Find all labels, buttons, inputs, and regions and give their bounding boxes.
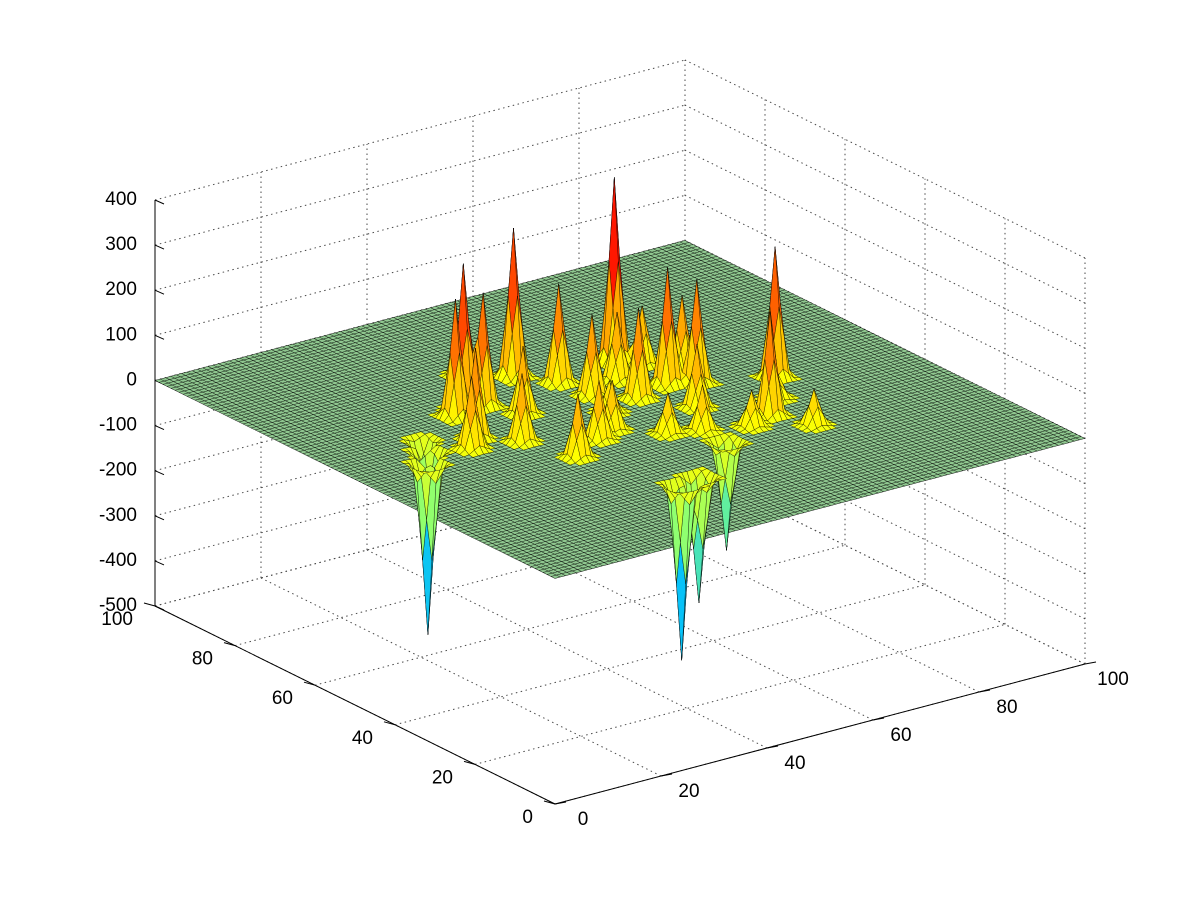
z-tick-mark (154, 470, 165, 476)
surface-facet (565, 458, 576, 466)
z-tick-label: 200 (105, 279, 137, 300)
x-tick-mark (1084, 661, 1097, 665)
surface-facet (684, 408, 695, 416)
surface-facet (655, 435, 666, 442)
y-tick-mark (383, 721, 396, 726)
floor-grid-line-y (234, 505, 766, 647)
x-tick-mark (872, 717, 885, 721)
z-tick-label: -200 (99, 460, 137, 481)
axis-layer (143, 199, 1097, 805)
surface-facet (509, 442, 520, 450)
x-tick-label: 80 (996, 697, 1017, 718)
z-tick-label: -500 (99, 595, 137, 616)
x-tick-mark (978, 689, 991, 693)
z-tick-label: -100 (99, 415, 137, 436)
y-tick-label: 20 (432, 767, 453, 788)
surface-facet (596, 441, 607, 449)
x-tick-label: 40 (784, 753, 805, 774)
floor-grid-line-y (314, 544, 846, 686)
z-tick-mark (154, 289, 165, 295)
floor-grid-line-y (474, 623, 1006, 765)
side-wall-grid-line-z (684, 59, 1086, 259)
z-tick-mark (154, 515, 165, 521)
back-wall-grid-line-z (154, 104, 686, 246)
z-tick-mark (154, 334, 165, 340)
y-tick-label: 0 (522, 807, 533, 828)
y-tick-mark (543, 800, 556, 805)
surface-facet (546, 382, 557, 392)
surface-facet (447, 421, 458, 427)
z-tick-label: -400 (99, 550, 137, 571)
surface-facet (811, 428, 822, 434)
tick-labels: 020406080100020406080100-500-400-300-200… (99, 189, 1129, 830)
x-axis-line (554, 663, 1086, 805)
surface-facet (665, 436, 676, 443)
y-tick-label: 80 (192, 649, 213, 670)
back-wall-grid-line-z (154, 59, 686, 201)
x-tick-mark (766, 745, 779, 749)
z-tick-label: 400 (105, 189, 137, 210)
z-tick-label: 100 (105, 324, 137, 345)
x-tick-label: 0 (578, 809, 589, 830)
back-wall-grid-line-z (154, 465, 686, 607)
y-tick-label: 60 (272, 688, 293, 709)
x-tick-label: 60 (890, 725, 911, 746)
y-tick-mark (143, 602, 156, 607)
surface-facet (717, 449, 728, 453)
surface-mesh (154, 177, 1086, 661)
back-wall-grid-line-z (154, 420, 686, 562)
z-tick-label: -300 (99, 505, 137, 526)
back-wall-grid-line-z (154, 330, 686, 472)
surface-facets (397, 177, 839, 661)
x-tick-mark (660, 773, 673, 777)
surface-facet (635, 398, 646, 408)
back-wall-grid-line-z (154, 375, 686, 517)
surface-facet (626, 398, 637, 407)
z-tick-mark (154, 425, 165, 431)
z-tick-label: 300 (105, 234, 137, 255)
x-tick-mark (554, 801, 567, 805)
surface-facet (519, 442, 529, 451)
floor-grid-line-x (260, 577, 662, 777)
z-tick-mark (154, 605, 165, 611)
surface-facet (468, 449, 479, 458)
y-tick-label: 100 (101, 609, 133, 630)
y-tick-mark (223, 642, 236, 647)
y-axis-line (154, 605, 556, 805)
z-tick-mark (154, 199, 165, 205)
surface-facet (748, 429, 759, 436)
surface-facet (801, 427, 812, 434)
z-tick-label: 0 (126, 369, 137, 390)
back-wall-grid-line-z (154, 194, 686, 336)
surface-facet (614, 381, 625, 389)
surface-facet (739, 428, 750, 435)
surface-facet (659, 390, 670, 396)
y-tick-label: 40 (352, 728, 373, 749)
surface-facet (555, 382, 566, 392)
z-tick-mark (154, 244, 165, 250)
y-tick-mark (463, 760, 476, 765)
x-tick-label: 100 (1097, 669, 1129, 690)
surface-facet (579, 395, 590, 404)
surface-facet (419, 471, 430, 474)
surface-facet (690, 432, 701, 439)
surface-facet (673, 492, 684, 495)
y-tick-mark (303, 681, 316, 686)
back-wall-grid-line-z (154, 149, 686, 291)
z-tick-mark (154, 560, 165, 566)
surface-facet (459, 449, 470, 457)
x-tick-label: 20 (678, 781, 699, 802)
floor-grid-line-y (394, 584, 926, 726)
surface-facet (505, 382, 516, 388)
surface-facet (574, 458, 585, 466)
